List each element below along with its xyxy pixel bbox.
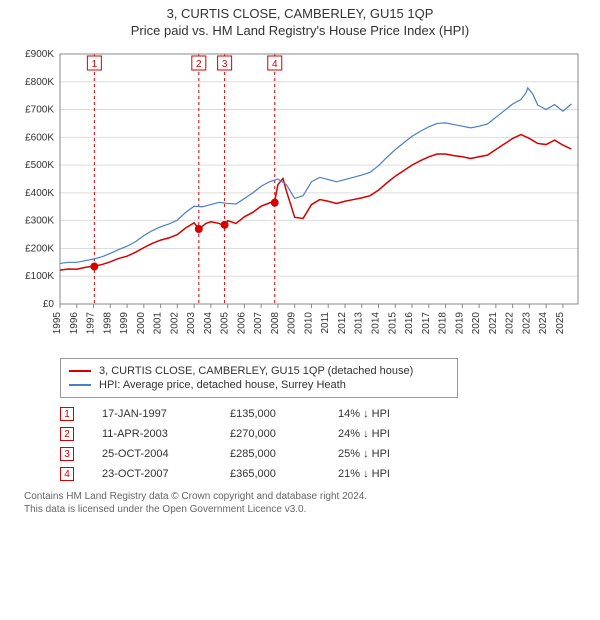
svg-text:£900K: £900K [25, 49, 54, 60]
svg-text:2012: 2012 [337, 312, 348, 335]
svg-text:1997: 1997 [86, 312, 97, 335]
transaction-price: £135,000 [230, 408, 310, 420]
svg-text:2009: 2009 [287, 312, 298, 335]
transaction-diff: 21% ↓ HPI [338, 468, 438, 480]
svg-text:2020: 2020 [471, 312, 482, 335]
svg-text:3: 3 [222, 59, 228, 70]
svg-text:1995: 1995 [52, 312, 63, 335]
svg-text:2015: 2015 [387, 312, 398, 335]
chart-area: £0 £100K £200K £300K £400K £500K £600K £700K £80… [12, 44, 588, 354]
transaction-diff: 24% ↓ HPI [338, 428, 438, 440]
transaction-date: 11-APR-2003 [102, 428, 202, 440]
svg-text:£500K: £500K [25, 160, 54, 171]
transaction-marker: 2 [60, 427, 74, 441]
transaction-price: £365,000 [230, 468, 310, 480]
transaction-marker: 1 [60, 407, 74, 421]
svg-text:2014: 2014 [371, 312, 382, 335]
subtitle: Price paid vs. HM Land Registry's House … [0, 23, 600, 38]
svg-text:£700K: £700K [25, 105, 54, 116]
transaction-marker: 3 [60, 447, 74, 461]
svg-text:2021: 2021 [488, 312, 499, 335]
footer-line2: This data is licensed under the Open Gov… [24, 503, 588, 516]
line-chart: £0 £100K £200K £300K £400K £500K £600K £700K £80… [12, 44, 588, 354]
svg-text:2003: 2003 [186, 312, 197, 335]
svg-text:2004: 2004 [203, 312, 214, 335]
svg-text:£600K: £600K [25, 132, 54, 143]
transaction-diff: 14% ↓ HPI [338, 408, 438, 420]
svg-text:£300K: £300K [25, 216, 54, 227]
svg-text:£0: £0 [43, 299, 55, 310]
svg-text:2006: 2006 [236, 312, 247, 335]
svg-text:2007: 2007 [253, 312, 264, 335]
svg-text:1: 1 [92, 59, 98, 70]
svg-text:2024: 2024 [538, 312, 549, 335]
svg-text:2008: 2008 [270, 312, 281, 335]
legend-row-red: 3, CURTIS CLOSE, CAMBERLEY, GU15 1QP (de… [69, 365, 449, 377]
svg-text:2018: 2018 [438, 312, 449, 335]
transaction-date: 23-OCT-2007 [102, 468, 202, 480]
svg-text:£200K: £200K [25, 243, 54, 254]
legend-swatch-blue [69, 384, 91, 386]
svg-text:4: 4 [272, 59, 278, 70]
svg-text:£400K: £400K [25, 188, 54, 199]
svg-text:2016: 2016 [404, 312, 415, 335]
address-title: 3, CURTIS CLOSE, CAMBERLEY, GU15 1QP [0, 6, 600, 21]
footer: Contains HM Land Registry data © Crown c… [24, 490, 588, 516]
svg-text:2013: 2013 [354, 312, 365, 335]
svg-text:1996: 1996 [69, 312, 80, 335]
transaction-price: £285,000 [230, 448, 310, 460]
svg-text:2019: 2019 [454, 312, 465, 335]
chart-titles: 3, CURTIS CLOSE, CAMBERLEY, GU15 1QP Pri… [0, 0, 600, 38]
transaction-price: £270,000 [230, 428, 310, 440]
svg-text:2: 2 [196, 59, 202, 70]
legend-label-blue: HPI: Average price, detached house, Surr… [99, 379, 346, 391]
svg-text:£100K: £100K [25, 271, 54, 282]
svg-text:2005: 2005 [220, 312, 231, 335]
legend: 3, CURTIS CLOSE, CAMBERLEY, GU15 1QP (de… [60, 358, 458, 398]
transaction-diff: 25% ↓ HPI [338, 448, 438, 460]
legend-label-red: 3, CURTIS CLOSE, CAMBERLEY, GU15 1QP (de… [99, 365, 413, 377]
svg-text:2022: 2022 [505, 312, 516, 335]
transaction-date: 25-OCT-2004 [102, 448, 202, 460]
svg-text:2001: 2001 [153, 312, 164, 335]
legend-row-blue: HPI: Average price, detached house, Surr… [69, 379, 449, 391]
legend-swatch-red [69, 370, 91, 372]
svg-text:2002: 2002 [169, 312, 180, 335]
svg-text:2017: 2017 [421, 312, 432, 335]
transaction-row: 2 11-APR-2003 £270,000 24% ↓ HPI [60, 424, 588, 444]
transaction-marker: 4 [60, 467, 74, 481]
svg-text:£800K: £800K [25, 77, 54, 88]
svg-text:2023: 2023 [521, 312, 532, 335]
footer-line1: Contains HM Land Registry data © Crown c… [24, 490, 588, 503]
svg-text:2010: 2010 [303, 312, 314, 335]
svg-text:2025: 2025 [555, 312, 566, 335]
transaction-row: 4 23-OCT-2007 £365,000 21% ↓ HPI [60, 464, 588, 484]
transaction-date: 17-JAN-1997 [102, 408, 202, 420]
transaction-row: 1 17-JAN-1997 £135,000 14% ↓ HPI [60, 404, 588, 424]
svg-text:1998: 1998 [102, 312, 113, 335]
svg-text:2011: 2011 [320, 312, 331, 334]
svg-text:2000: 2000 [136, 312, 147, 335]
transactions-table: 1 17-JAN-1997 £135,000 14% ↓ HPI 2 11-APR-200… [60, 404, 588, 484]
transaction-row: 3 25-OCT-2004 £285,000 25% ↓ HPI [60, 444, 588, 464]
svg-text:1999: 1999 [119, 312, 130, 335]
